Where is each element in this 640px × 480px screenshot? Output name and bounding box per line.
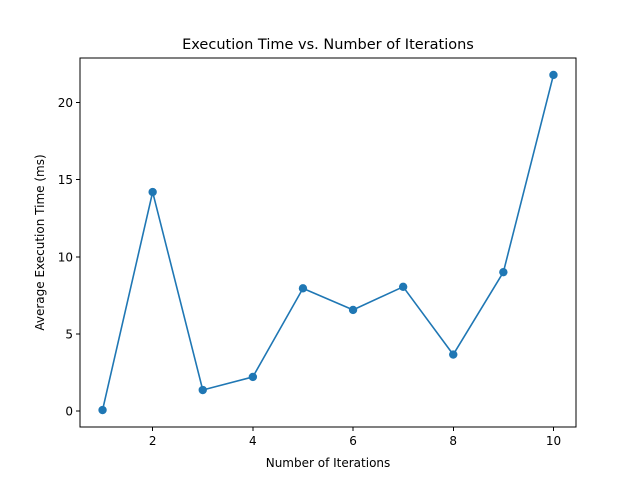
plot-area: [98, 70, 558, 415]
data-point: [549, 70, 558, 80]
y-tick-label: 0: [65, 404, 73, 418]
x-axis-label: Number of Iterations: [266, 456, 391, 470]
y-tick-label: 15: [58, 173, 73, 187]
data-point: [398, 282, 408, 291]
x-tick-label: 6: [349, 434, 357, 448]
x-tick-label: 8: [449, 434, 457, 448]
axis-ticks: 2 4 6 8 10 0 5 10 15 20: [58, 96, 561, 448]
y-axis-label: Average Execution Time (ms): [33, 154, 47, 330]
y-tick-label: 10: [58, 250, 73, 264]
y-tick-label: 5: [65, 327, 73, 341]
x-tick-label: 4: [249, 434, 257, 448]
axes-frame: [79, 57, 577, 428]
series-line: [101, 74, 555, 411]
x-tick-label: 2: [149, 434, 157, 448]
data-point: [449, 350, 458, 359]
data-point: [298, 284, 308, 293]
data-point: [248, 372, 258, 382]
data-point: [348, 305, 358, 315]
y-tick-label: 20: [58, 96, 73, 110]
x-tick-label: 10: [546, 434, 561, 448]
chart-title: Execution Time vs. Number of Iterations: [182, 37, 474, 53]
data-point: [499, 267, 508, 277]
data-point: [98, 405, 107, 415]
data-point: [148, 187, 157, 197]
data-point: [198, 385, 207, 395]
